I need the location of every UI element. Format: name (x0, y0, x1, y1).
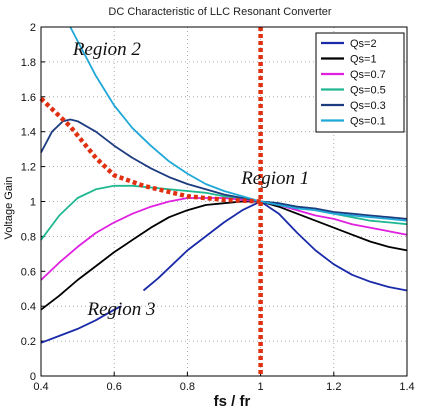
y-tick-label: 1 (30, 197, 36, 209)
y-tick-labels: 0 0.2 0.4 0.6 0.8 1 1.2 1.4 1.6 1.8 2 (21, 22, 36, 383)
y-tick-label: 1.8 (21, 57, 36, 69)
region-label: Region 3 (86, 299, 155, 320)
y-tick-label: 1.4 (21, 127, 36, 139)
y-tick-label: 0 (30, 371, 36, 383)
legend-entry: Qs=0.5 (350, 85, 386, 97)
series-line-Qs=0.5 (40, 184, 408, 241)
x-tick-label: 1.2 (326, 381, 341, 393)
series-line-Qs=0.3 (40, 118, 408, 220)
legend: Qs=2 Qs=1 Qs=0.7 Qs=0.5 Qs=0.3 Qs=0.1 (315, 32, 405, 133)
x-tick-label: 1.4 (399, 381, 414, 393)
legend-entry: Qs=1 (350, 54, 377, 66)
region-labels: Region 2 Region 1 Region 3 (72, 39, 309, 320)
y-tick-label: 1.6 (21, 92, 36, 104)
series-line-Qs=1 (40, 200, 408, 311)
legend-entry: Qs=0.7 (350, 69, 386, 81)
series-line-Qs=2 (40, 305, 122, 344)
y-tick-label: 0.8 (21, 231, 36, 243)
legend-entry: Qs=2 (350, 38, 377, 50)
x-tick-label: 0.6 (107, 381, 122, 393)
x-tick-label: 1 (258, 381, 264, 393)
plot-frame (40, 26, 408, 377)
region-label: Region 2 (72, 39, 142, 60)
y-tick-label: 0.4 (21, 301, 36, 313)
legend-entry: Qs=0.3 (350, 100, 386, 112)
y-tick-label: 0.2 (21, 336, 36, 348)
region-boundary-line (39, 96, 261, 204)
y-axis-label: Voltage Gain (3, 177, 15, 240)
y-tick-label: 2 (30, 22, 36, 34)
chart-title: DC Characteristic of LLC Resonant Conver… (108, 6, 331, 18)
series-line-Qs=0.1 (69, 26, 408, 222)
y-tick-label: 0.6 (21, 266, 36, 278)
legend-box (315, 32, 405, 133)
region-boundaries (39, 27, 263, 376)
region-label: Region 1 (240, 168, 309, 189)
series-layer (40, 26, 408, 344)
x-tick-labels: 0.4 0.6 0.8 1 1.2 1.4 (33, 381, 414, 393)
y-tick-label: 1.2 (21, 162, 36, 174)
x-axis-label: fs / fr (214, 393, 251, 410)
legend-entry: Qs=0.1 (350, 116, 386, 128)
x-tick-label: 0.4 (33, 381, 48, 393)
series-line-Qs=2 (142, 200, 408, 292)
x-tick-label: 0.8 (180, 381, 195, 393)
